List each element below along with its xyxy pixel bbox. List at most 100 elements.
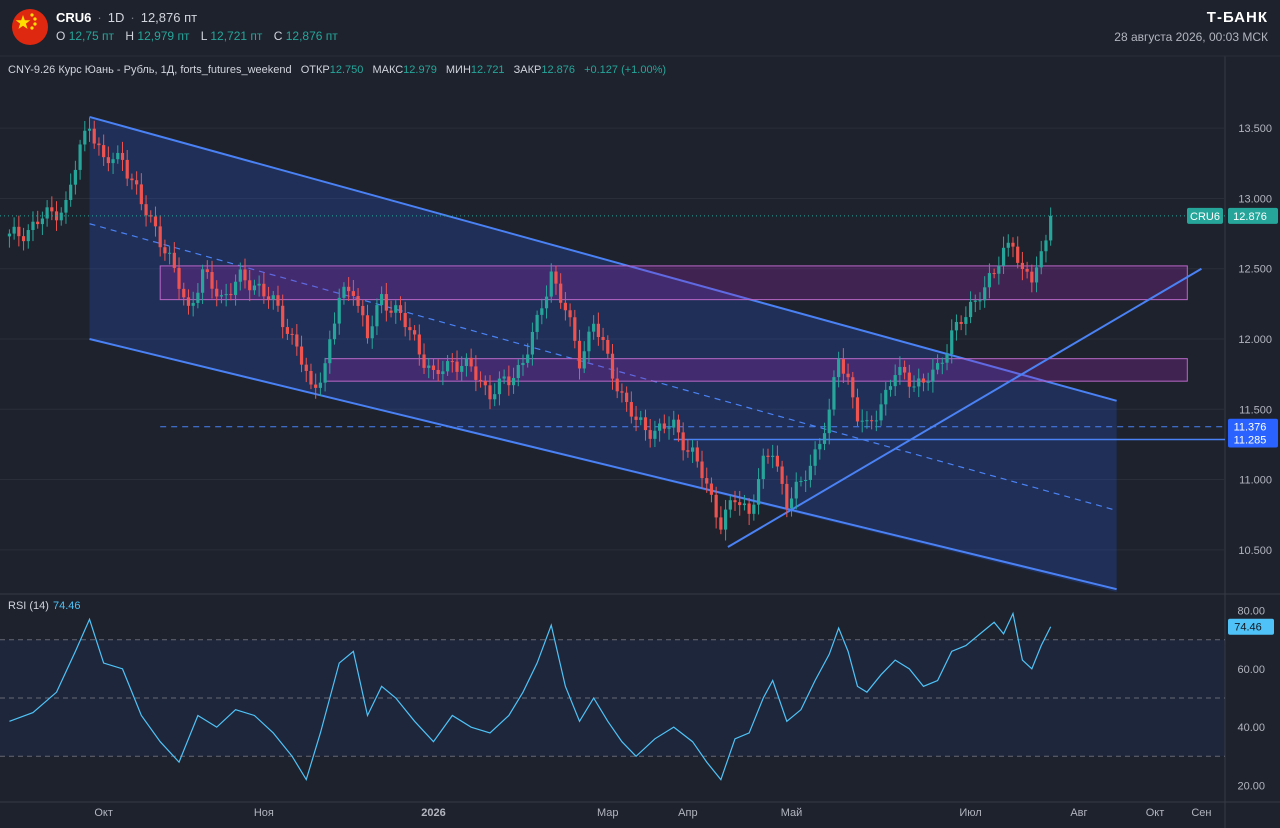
- candle-body-134: [639, 417, 643, 420]
- candle-body-202: [959, 321, 963, 324]
- candle-body-68: [328, 339, 332, 364]
- channel-fill: [89, 116, 1117, 592]
- candle-body-62: [299, 346, 304, 365]
- time-tick-label-8: Сен: [1191, 807, 1211, 819]
- rsi-line: [9, 611, 1052, 782]
- candle-body-147: [700, 461, 704, 479]
- time-tick-label-9: Окт: [1146, 807, 1165, 819]
- last-price: 12,876 пт: [140, 10, 198, 25]
- candle-body-163: [775, 455, 780, 467]
- candle-body-157: [747, 503, 751, 514]
- channel-mid-line: [89, 223, 1117, 512]
- candle-body-120: [573, 317, 577, 341]
- candle-body-44: [215, 288, 219, 297]
- candles-group: [7, 117, 1053, 541]
- candle-body-13: [69, 184, 73, 200]
- candle-body-75: [361, 305, 365, 316]
- candle-body-95: [455, 361, 459, 372]
- candle-body-199: [945, 354, 949, 363]
- last-price-tag: [1228, 207, 1278, 224]
- time-tick-label-4: Апр: [678, 807, 697, 819]
- chart-header: CRU6 · 1D · 12,876 пт O 12,75 пт H 12,979 пт…: [0, 0, 1280, 56]
- candle-body-51: [248, 280, 252, 291]
- candle-body-50: [243, 269, 247, 281]
- candle-body-36: [177, 267, 181, 289]
- candle-body-155: [738, 502, 742, 506]
- candle-body-8: [45, 207, 49, 219]
- candle-body-57: [276, 295, 280, 306]
- candle-body-138: [658, 423, 662, 431]
- candle-body-80: [384, 294, 388, 311]
- last-price-tag-label: 12.876: [1233, 211, 1267, 223]
- candle-body-126: [601, 337, 605, 340]
- candle-body-170: [808, 465, 812, 481]
- candle-body-45: [219, 295, 224, 297]
- candle-body-133: [634, 416, 638, 420]
- candle-body-159: [756, 479, 761, 505]
- candle-body-123: [587, 331, 591, 352]
- candle-body-67: [323, 363, 327, 383]
- candle-body-93: [445, 361, 450, 372]
- candle-body-38: [186, 297, 191, 306]
- candle-body-18: [92, 128, 96, 144]
- candle-body-178: [846, 373, 850, 378]
- legend-close-value: 12.876: [541, 64, 576, 76]
- interval[interactable]: 1D: [107, 10, 125, 25]
- candle-body-145: [690, 447, 695, 452]
- legend-low-value: 12.721: [470, 64, 505, 76]
- candle-body-66: [318, 382, 322, 388]
- candle-body-2: [17, 226, 21, 237]
- candle-body-117: [559, 283, 563, 303]
- candle-body-190: [903, 366, 907, 373]
- legend-open-label: ОТКР: [300, 64, 330, 76]
- candle-body-58: [281, 305, 285, 328]
- candle-body-94: [450, 361, 454, 363]
- candle-body-135: [643, 417, 648, 431]
- candle-body-55: [266, 296, 271, 300]
- candle-body-19: [97, 143, 101, 146]
- rsi-tick-label-1: 60.00: [1237, 664, 1265, 676]
- candle-body-213: [1011, 242, 1015, 247]
- datetime: 28 августа 2026, 00:03 МСК: [1114, 30, 1268, 44]
- time-tick-label-0: Окт: [94, 807, 113, 819]
- candle-body-42: [205, 269, 209, 273]
- candle-body-105: [502, 376, 506, 379]
- symbol-tag: [1187, 207, 1223, 224]
- candle-body-165: [785, 483, 789, 509]
- price-tick-label-4: 11.500: [1239, 404, 1272, 416]
- low-value: 12,721 пт: [210, 29, 263, 43]
- candle-body-96: [460, 366, 464, 372]
- candle-body-115: [549, 271, 553, 297]
- candle-body-1: [12, 226, 16, 234]
- candle-body-189: [898, 366, 902, 376]
- candle-body-43: [210, 272, 214, 289]
- candle-body-34: [168, 252, 172, 254]
- candle-body-0: [7, 233, 12, 237]
- candle-body-100: [478, 379, 483, 381]
- time-tick-label-7: Авг: [1070, 807, 1087, 819]
- candle-body-132: [629, 402, 633, 417]
- candle-body-101: [483, 380, 487, 386]
- candle-body-27: [135, 180, 139, 185]
- candle-body-49: [238, 269, 242, 282]
- candle-body-29: [144, 204, 148, 216]
- candle-body-148: [705, 478, 709, 484]
- rsi-value-tag: [1228, 618, 1274, 635]
- price-tick-label-0: 13.500: [1238, 123, 1272, 135]
- candle-body-193: [917, 378, 921, 387]
- candle-body-88: [422, 354, 426, 368]
- candle-body-53: [257, 283, 261, 286]
- symbol-name[interactable]: CRU6: [56, 10, 92, 25]
- candle-body-77: [370, 326, 374, 339]
- candle-body-104: [497, 378, 502, 395]
- candle-body-151: [719, 517, 723, 530]
- rsi-tick-label-2: 40.00: [1237, 722, 1265, 734]
- candle-body-175: [832, 377, 836, 410]
- price-tick-label-2: 12.500: [1238, 264, 1272, 276]
- candle-body-209: [992, 273, 996, 275]
- rsi-tick-label-0: 80.00: [1237, 606, 1265, 618]
- candle-body-168: [799, 480, 803, 482]
- candle-body-46: [224, 294, 228, 296]
- candle-body-137: [653, 430, 657, 439]
